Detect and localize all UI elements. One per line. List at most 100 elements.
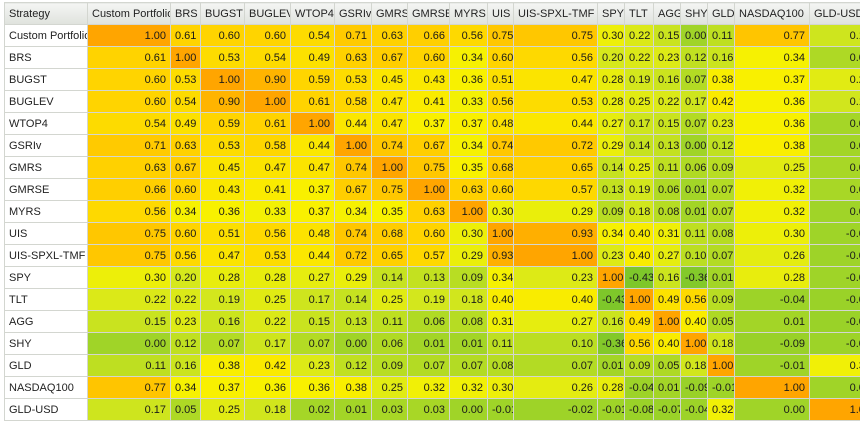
column-header-gmrs[interactable]: GMRS (372, 3, 408, 25)
matrix-cell: 0.36 (245, 377, 291, 399)
row-header-nasdaq100: NASDAQ100 (5, 377, 88, 399)
matrix-cell: 0.05 (708, 311, 735, 333)
matrix-cell: 0.23 (171, 311, 201, 333)
column-header-gmrse[interactable]: GMRSE (408, 3, 450, 25)
matrix-cell: 0.47 (201, 245, 245, 267)
column-header-buglev[interactable]: BUGLEV (245, 3, 291, 25)
matrix-cell: 0.56 (488, 91, 514, 113)
matrix-cell: 0.03 (372, 399, 408, 421)
row-header-gmrse: GMRSE (5, 179, 88, 201)
matrix-cell: 0.25 (372, 289, 408, 311)
matrix-cell: 0.61 (245, 113, 291, 135)
row-header-agg: AGG (5, 311, 88, 333)
column-header-spy[interactable]: SPY (598, 3, 625, 25)
matrix-cell: 0.30 (598, 25, 625, 47)
matrix-cell: 0.11 (488, 333, 514, 355)
matrix-cell: 0.25 (735, 157, 810, 179)
matrix-cell: 0.35 (450, 157, 488, 179)
matrix-cell: -0.01 (810, 267, 860, 289)
column-header-nasdaq100[interactable]: NASDAQ100 (735, 3, 810, 25)
row-header-shy: SHY (5, 333, 88, 355)
matrix-cell: 0.65 (514, 157, 598, 179)
matrix-cell: 0.47 (372, 113, 408, 135)
corner-header[interactable]: Strategy (5, 3, 88, 25)
matrix-cell: 0.15 (88, 311, 171, 333)
matrix-cell: 0.49 (291, 47, 335, 69)
column-header-custom-portfolio[interactable]: Custom Portfolio (88, 3, 171, 25)
matrix-cell: 0.29 (514, 201, 598, 223)
matrix-cell: 0.17 (291, 289, 335, 311)
column-header-uis[interactable]: UIS (488, 3, 514, 25)
matrix-cell: 0.30 (488, 201, 514, 223)
column-header-brs[interactable]: BRS (171, 3, 201, 25)
matrix-cell: 0.32 (735, 201, 810, 223)
matrix-cell: 0.01 (654, 377, 681, 399)
column-header-myrs[interactable]: MYRS (450, 3, 488, 25)
matrix-cell: 0.44 (514, 113, 598, 135)
column-header-uis-spxl-tmf[interactable]: UIS-SPXL-TMF (514, 3, 598, 25)
column-header-wtop4[interactable]: WTOP4 (291, 3, 335, 25)
matrix-cell: 0.32 (810, 355, 860, 377)
matrix-cell: 0.27 (654, 245, 681, 267)
matrix-cell: 0.38 (708, 69, 735, 91)
matrix-cell: 0.34 (735, 47, 810, 69)
matrix-cell: 0.44 (291, 135, 335, 157)
matrix-cell: 0.34 (171, 377, 201, 399)
row-header-buglev: BUGLEV (5, 91, 88, 113)
matrix-cell: 0.43 (408, 69, 450, 91)
column-header-gsriv[interactable]: GSRIv (335, 3, 372, 25)
column-header-bugst[interactable]: BUGST (201, 3, 245, 25)
matrix-cell: 0.00 (810, 377, 860, 399)
matrix-cell: 0.19 (201, 289, 245, 311)
matrix-cell: 0.17 (245, 333, 291, 355)
column-header-gld[interactable]: GLD (708, 3, 735, 25)
matrix-cell: 0.60 (171, 223, 201, 245)
matrix-cell: 0.60 (488, 47, 514, 69)
matrix-cell: 0.26 (514, 377, 598, 399)
matrix-cell: 0.25 (201, 399, 245, 421)
matrix-cell: 0.09 (708, 289, 735, 311)
column-header-gld-usd[interactable]: GLD-USD (810, 3, 860, 25)
matrix-cell: 0.47 (245, 157, 291, 179)
matrix-cell: 0.40 (654, 333, 681, 355)
matrix-cell: 0.01 (450, 333, 488, 355)
matrix-cell: 0.60 (245, 25, 291, 47)
matrix-cell: 0.01 (735, 311, 810, 333)
matrix-cell: 1.00 (654, 311, 681, 333)
matrix-cell: 0.63 (372, 25, 408, 47)
matrix-cell: 0.75 (488, 25, 514, 47)
matrix-cell: 1.00 (735, 377, 810, 399)
column-header-shy[interactable]: SHY (681, 3, 708, 25)
matrix-cell: 0.32 (735, 179, 810, 201)
matrix-cell: 0.90 (245, 69, 291, 91)
matrix-cell: 0.14 (625, 135, 654, 157)
matrix-cell: 0.25 (810, 69, 860, 91)
matrix-cell: 0.65 (372, 245, 408, 267)
matrix-cell: 0.05 (654, 355, 681, 377)
matrix-cell: 0.12 (708, 135, 735, 157)
row-header-brs: BRS (5, 47, 88, 69)
matrix-cell: 0.36 (735, 91, 810, 113)
matrix-cell: 0.23 (291, 355, 335, 377)
matrix-cell: 0.34 (450, 47, 488, 69)
matrix-cell: 0.03 (408, 399, 450, 421)
matrix-cell: 0.13 (408, 267, 450, 289)
matrix-cell: 0.72 (514, 135, 598, 157)
matrix-cell: 0.63 (335, 47, 372, 69)
row-header-uis-spxl-tmf: UIS-SPXL-TMF (5, 245, 88, 267)
matrix-cell: 1.00 (598, 267, 625, 289)
matrix-cell: 0.18 (708, 333, 735, 355)
matrix-cell: 0.40 (625, 245, 654, 267)
matrix-cell: 0.07 (291, 333, 335, 355)
matrix-cell: 0.15 (291, 311, 335, 333)
matrix-cell: 0.40 (514, 289, 598, 311)
column-header-agg[interactable]: AGG (654, 3, 681, 25)
column-header-tlt[interactable]: TLT (625, 3, 654, 25)
matrix-cell: 0.20 (171, 267, 201, 289)
matrix-cell: 0.26 (735, 245, 810, 267)
matrix-cell: 0.90 (201, 91, 245, 113)
matrix-cell: 0.22 (625, 47, 654, 69)
